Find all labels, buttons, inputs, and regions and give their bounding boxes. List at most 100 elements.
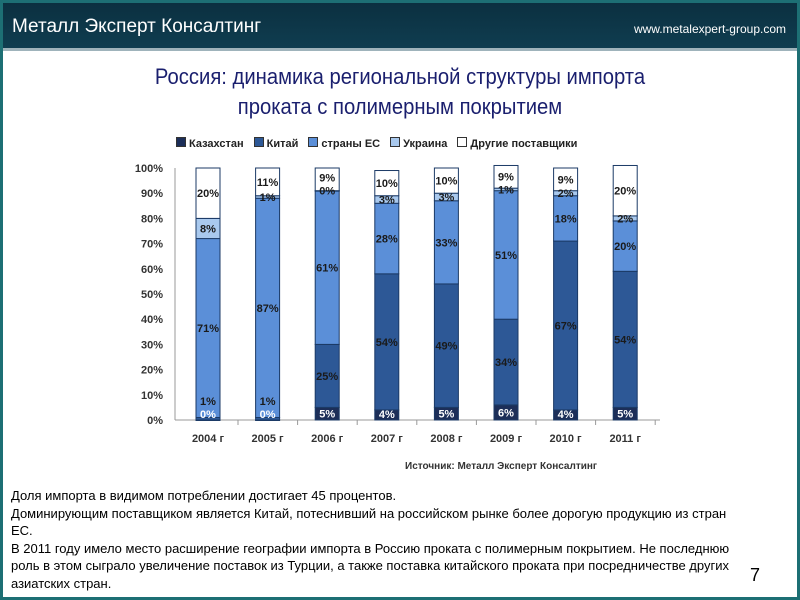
bar-segment	[314, 167, 340, 192]
paragraph: В 2011 году имело место расширение геогр…	[11, 540, 730, 591]
legend-item: Украина	[390, 137, 447, 150]
title-line-1: Россия: динамика региональной структуры …	[154, 64, 646, 89]
website-url[interactable]: www.metalexpert-group.com	[633, 22, 786, 36]
legend-label: страны ЕС	[321, 138, 381, 150]
stacked-bar-chart: 0% 10% 20% 30% 40% 50% 60% 70% 80% 90% 100% 2004 г 0…	[135, 163, 660, 445]
data-label: 11%	[257, 177, 279, 189]
page-number: 7	[750, 565, 761, 585]
x-tick-label: 2008 г	[430, 433, 463, 445]
legend-item: Казахстан	[176, 137, 244, 150]
paragraph: Доминирующим поставщиком является Китай,…	[11, 505, 727, 539]
brand-name: Металл Эксперт Консалтинг	[12, 16, 262, 37]
bar-segment	[374, 170, 400, 197]
slide-title: Россия: динамика региональной структуры …	[32, 62, 768, 122]
bar-segment	[255, 197, 281, 418]
data-label: 20%	[614, 241, 636, 253]
data-label: 4%	[379, 409, 395, 421]
header-divider	[0, 48, 800, 51]
data-label: 18%	[555, 213, 577, 225]
data-label: 1%	[200, 396, 216, 408]
data-label: 0%	[200, 409, 216, 421]
bar-segment	[493, 164, 519, 189]
x-tick-label: 2006 г	[311, 433, 344, 445]
data-label: 49%	[435, 341, 457, 353]
y-tick-label: 50%	[141, 289, 163, 301]
x-tick-label: 2007 г	[371, 433, 404, 445]
y-tick-label: 40%	[141, 314, 163, 326]
data-label: 2%	[617, 213, 633, 225]
bar-segment	[433, 167, 459, 194]
y-tick-label: 20%	[141, 365, 163, 377]
y-tick-label: 0%	[147, 415, 163, 427]
legend-label: Китай	[266, 138, 299, 150]
legend-swatch	[390, 137, 401, 147]
data-label: 28%	[376, 234, 398, 246]
data-label: 25%	[316, 371, 338, 383]
data-label: 3%	[438, 192, 454, 204]
x-tick-label: 2011 г	[609, 433, 641, 445]
legend-swatch	[176, 137, 186, 147]
data-label: 1%	[498, 184, 514, 196]
bar-segment	[314, 190, 340, 345]
data-label: 51%	[495, 250, 517, 262]
legend-swatch	[253, 137, 264, 147]
data-label: 33%	[435, 237, 457, 249]
y-tick-label: 90%	[141, 188, 163, 200]
bar-segment	[374, 273, 400, 411]
x-tick-label: 2005 г	[252, 433, 285, 445]
x-tick-label: 2010 г	[550, 433, 583, 445]
data-label: 0%	[260, 409, 276, 421]
data-label: 8%	[200, 223, 216, 235]
data-label: 10%	[376, 178, 398, 190]
data-label: 10%	[435, 176, 457, 188]
bar-segment	[612, 164, 638, 217]
bar-segment	[553, 240, 579, 411]
y-tick-label: 70%	[141, 239, 163, 251]
title-line-2: проката с полимерным покрытием	[237, 94, 563, 119]
chart-legend: Казахстан Китай страны ЕС Украина Другие пос…	[176, 137, 577, 150]
bar-segment	[255, 167, 281, 197]
data-label: 0%	[319, 186, 335, 198]
y-tick-label: 10%	[141, 390, 163, 402]
legend-label: Другие поставщики	[470, 138, 578, 150]
legend-item: Другие поставщики	[457, 137, 577, 150]
data-label: 9%	[319, 173, 335, 185]
bar-segment	[553, 167, 579, 192]
bar-segment	[314, 343, 340, 408]
bar-segment	[374, 202, 400, 275]
data-label: 71%	[197, 323, 219, 335]
header-bar: Металл Эксперт Консалтинг www.metalexper…	[0, 0, 800, 48]
legend-label: Украина	[403, 138, 448, 150]
data-label: 5%	[617, 409, 633, 421]
y-tick-label: 80%	[141, 213, 163, 225]
legend-swatch	[308, 137, 319, 147]
bar-segment	[195, 238, 221, 418]
legend-item: страны ЕС	[308, 137, 380, 150]
data-label: 9%	[498, 171, 514, 183]
data-label: 34%	[495, 357, 517, 369]
paragraph: Доля импорта в видимом потреблении дости…	[11, 488, 397, 503]
slide-body-text: Доля импорта в видимом потреблении дости…	[11, 487, 737, 592]
y-tick-label: 30%	[141, 339, 163, 351]
y-tick-label: 100%	[135, 163, 163, 175]
data-label: 2%	[558, 188, 574, 200]
data-label: 54%	[614, 334, 636, 346]
data-label: 87%	[257, 303, 279, 315]
data-label: 4%	[558, 409, 574, 421]
data-label: 5%	[319, 409, 335, 421]
chart-source: Источник: Металл Эксперт Консалтинг	[405, 461, 598, 472]
data-label: 61%	[316, 263, 338, 275]
legend-label: Казахстан	[189, 138, 244, 150]
data-label: 9%	[558, 174, 574, 186]
data-label: 20%	[614, 186, 636, 198]
data-label: 5%	[438, 409, 454, 421]
x-tick-label: 2004 г	[192, 433, 225, 445]
legend-swatch	[457, 137, 468, 147]
x-tick-label: 2009 г	[490, 433, 523, 445]
data-label: 1%	[260, 396, 276, 408]
bar-segment	[195, 167, 221, 219]
bar-segment	[493, 190, 519, 320]
data-label: 20%	[197, 188, 219, 200]
data-label: 1%	[260, 192, 276, 204]
legend-item: Китай	[253, 137, 299, 150]
